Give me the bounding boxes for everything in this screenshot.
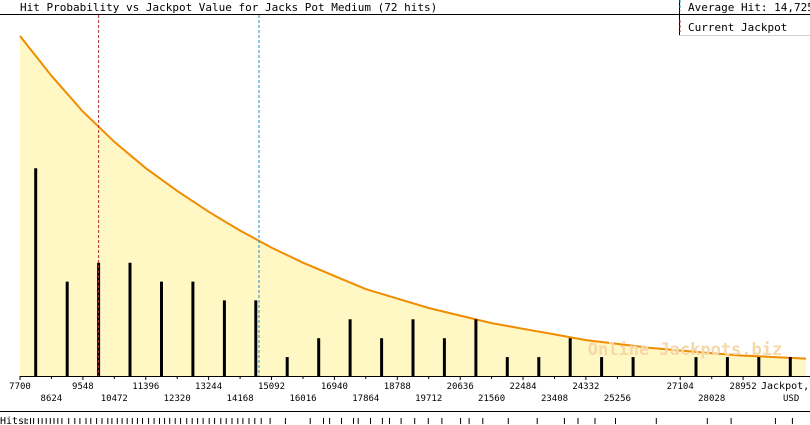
x-tick-label: 25256 bbox=[604, 394, 631, 404]
x-tick-label: 23408 bbox=[541, 394, 568, 404]
x-axis-label-line2: USD bbox=[783, 394, 799, 404]
x-tick-label: 28028 bbox=[698, 394, 725, 404]
x-tick-label: 7700 bbox=[9, 382, 31, 392]
x-tick-label: 16940 bbox=[321, 382, 348, 392]
probability-area bbox=[20, 36, 806, 376]
x-tick-label: 19712 bbox=[415, 394, 442, 404]
hits-strip-layer bbox=[24, 418, 793, 424]
x-tick-label: 12320 bbox=[164, 394, 191, 404]
x-tick-label: 21560 bbox=[478, 394, 505, 404]
x-axis-label-line1: Jackpot, bbox=[761, 381, 809, 392]
x-tick-label: 10472 bbox=[101, 394, 128, 404]
x-tick-label: 14168 bbox=[227, 394, 254, 404]
hits-label: Hits: bbox=[0, 416, 30, 425]
x-tick-label: 11396 bbox=[132, 382, 159, 392]
watermark: Online Jackpots.biz bbox=[588, 340, 782, 360]
x-tick-label: 18788 bbox=[384, 382, 411, 392]
x-tick-label: 8624 bbox=[41, 394, 63, 404]
x-tick-label: 16016 bbox=[289, 394, 316, 404]
x-tick-label: 15092 bbox=[258, 382, 285, 392]
markers-layer bbox=[98, 15, 260, 376]
x-tick-label: 13244 bbox=[195, 382, 222, 392]
x-tick-label: 24332 bbox=[572, 382, 599, 392]
x-tick-label: 28952 bbox=[730, 382, 757, 392]
x-tick-label: 9548 bbox=[72, 382, 94, 392]
probability-curve bbox=[19, 35, 807, 360]
probability-curve-layer bbox=[19, 35, 807, 376]
chart-title: Hit Probability vs Jackpot Value for Jac… bbox=[20, 1, 437, 14]
legend-current-jackpot: Current Jackpot bbox=[688, 21, 787, 34]
bars-layer bbox=[34, 168, 792, 376]
x-tick-label: 17864 bbox=[352, 394, 379, 404]
legend-average-hit: Average Hit: 14,725 bbox=[688, 1, 810, 14]
x-ticks-layer: 7700 9548 11396 13244 15092 16940 18788 20636 22… bbox=[9, 376, 757, 404]
x-tick-label: 27104 bbox=[667, 382, 694, 392]
x-tick-label: 22484 bbox=[509, 382, 536, 392]
x-tick-label: 20636 bbox=[447, 382, 474, 392]
